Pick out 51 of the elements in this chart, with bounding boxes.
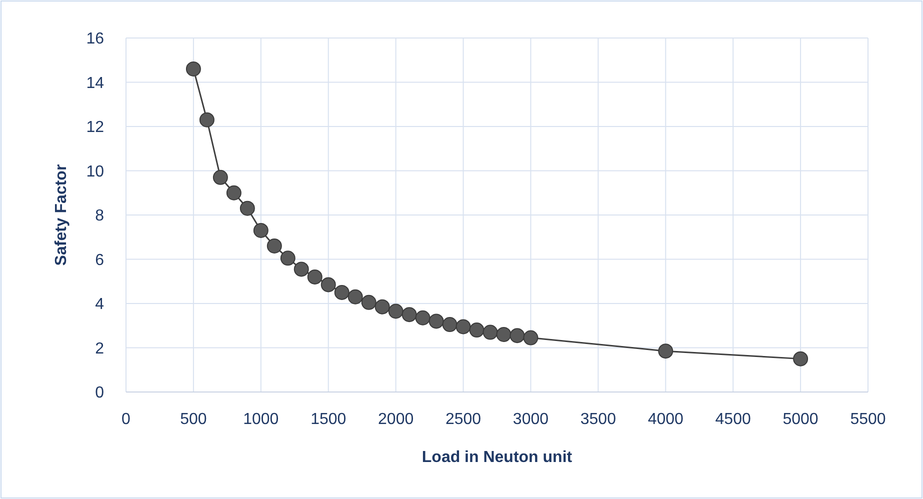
y-tick-label: 10 — [86, 163, 104, 180]
point — [482, 324, 498, 340]
point — [496, 326, 512, 342]
y-tick-label: 6 — [95, 252, 104, 269]
point — [334, 284, 350, 300]
point — [348, 289, 363, 304]
point — [320, 277, 336, 292]
point — [280, 250, 296, 266]
y-tick-label: 0 — [95, 384, 104, 402]
x-tick-label: 2500 — [445, 411, 482, 428]
point — [240, 200, 255, 216]
point — [374, 299, 390, 314]
point — [226, 185, 242, 200]
x-tick-label: 1000 — [243, 411, 279, 428]
y-tick-label: 14 — [86, 74, 104, 92]
y-tick-label: 12 — [86, 119, 104, 136]
y-axis-title: Safety Factor — [53, 164, 70, 266]
point — [294, 262, 309, 277]
point — [402, 307, 417, 322]
point — [388, 304, 404, 319]
x-tick-label: 500 — [180, 411, 207, 428]
point — [253, 222, 268, 238]
point — [793, 351, 808, 366]
x-tick-label: 3500 — [580, 411, 616, 428]
y-tick-label: 2 — [95, 340, 104, 358]
x-tick-label: 5500 — [850, 411, 886, 428]
point — [415, 310, 430, 326]
point — [361, 294, 376, 310]
x-tick-label: 1500 — [310, 411, 346, 428]
point — [186, 61, 201, 76]
point — [658, 344, 674, 359]
y-tick-label: 16 — [86, 30, 104, 48]
point — [442, 317, 458, 332]
point — [469, 322, 484, 338]
x-tick-label: 2000 — [378, 411, 414, 428]
point — [456, 319, 471, 334]
x-axis-title: Load in Neuton unit — [422, 449, 573, 466]
point — [307, 269, 322, 284]
point — [266, 238, 282, 254]
point — [428, 314, 444, 329]
x-tick-label: 0 — [122, 411, 131, 428]
point — [212, 170, 228, 185]
x-tick-label: 4500 — [715, 411, 751, 428]
x-tick-label: 3000 — [512, 411, 549, 428]
x-tick-label: 5000 — [782, 411, 818, 428]
point — [199, 112, 214, 128]
point — [523, 330, 538, 346]
x-tick-label: 4000 — [648, 411, 684, 428]
y-tick-label: 8 — [95, 208, 104, 225]
y-tick-label: 4 — [95, 296, 104, 314]
point — [510, 328, 525, 344]
